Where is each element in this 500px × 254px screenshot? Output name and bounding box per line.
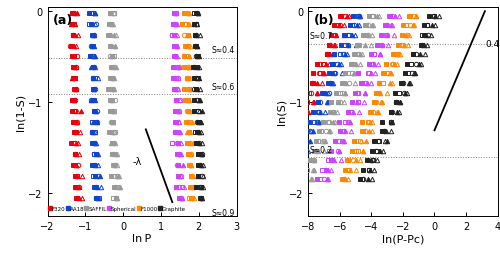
Y-axis label: ln(S): ln(S) <box>276 99 286 125</box>
Text: -λ: -λ <box>132 156 141 167</box>
Text: S≈0.2: S≈0.2 <box>310 145 333 154</box>
Text: (a): (a) <box>53 14 74 27</box>
Text: S≈0.6: S≈0.6 <box>212 83 234 91</box>
Text: S≈0.7: S≈0.7 <box>310 32 333 41</box>
X-axis label: ln(P-Pᴄ): ln(P-Pᴄ) <box>382 233 424 243</box>
Legend: F320, AA18, SAFFIL, Spherical, F1000, Graphite: F320, AA18, SAFFIL, Spherical, F1000, Gr… <box>46 204 188 213</box>
Text: S≈0.9: S≈0.9 <box>212 208 234 217</box>
Y-axis label: ln(1-S): ln(1-S) <box>16 93 26 130</box>
Text: 0.41: 0.41 <box>486 39 500 48</box>
Text: (b): (b) <box>314 14 334 27</box>
X-axis label: ln P: ln P <box>132 233 152 243</box>
Text: S≈0.4: S≈0.4 <box>212 46 234 55</box>
